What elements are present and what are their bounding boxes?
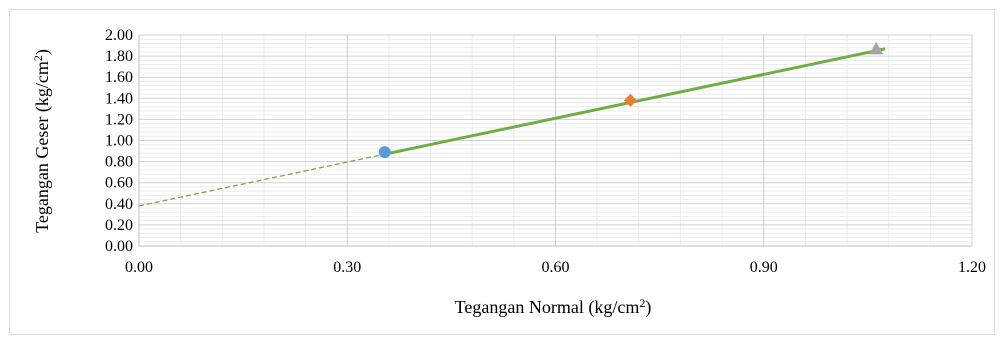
y-tick-label: 1.20 [105, 111, 133, 128]
data-point-triangle [869, 41, 884, 55]
y-tick-labels: 0.00 0.20 0.40 0.60 0.80 1.00 1.20 1.40 1.60 1.80… [105, 27, 133, 255]
y-tick-label: 0.40 [105, 196, 133, 213]
y-axis-title: Tegangan Geser (kg/cm2) [31, 49, 53, 233]
x-tick-label: 1.20 [958, 259, 986, 276]
y-tick-label: 0.20 [105, 217, 133, 234]
y-tick-label: 1.60 [105, 69, 133, 86]
y-tick-label: 0.60 [105, 175, 133, 192]
y-tick-label: 1.80 [105, 48, 133, 65]
y-tick-label: 0.80 [105, 154, 133, 171]
x-tick-label: 0.00 [125, 259, 153, 276]
axes [138, 35, 972, 247]
x-tick-label: 0.60 [542, 259, 570, 276]
x-tick-labels: 0.00 0.30 0.60 0.90 1.20 [125, 259, 986, 276]
data-point-diamond [623, 93, 637, 107]
x-axis-title: Tegangan Normal (kg/cm2) [455, 296, 652, 318]
y-tick-label: 1.40 [105, 90, 133, 107]
extrapolated-trendline [138, 153, 385, 207]
chart-frame [9, 9, 995, 335]
data-points [378, 41, 884, 159]
x-tick-label: 0.90 [750, 259, 778, 276]
x-tick-label: 0.30 [333, 259, 361, 276]
y-tick-label: 1.00 [105, 133, 133, 150]
y-tick-label: 2.00 [105, 27, 133, 44]
data-point-circle [378, 146, 391, 159]
y-tick-label: 0.00 [105, 238, 133, 255]
